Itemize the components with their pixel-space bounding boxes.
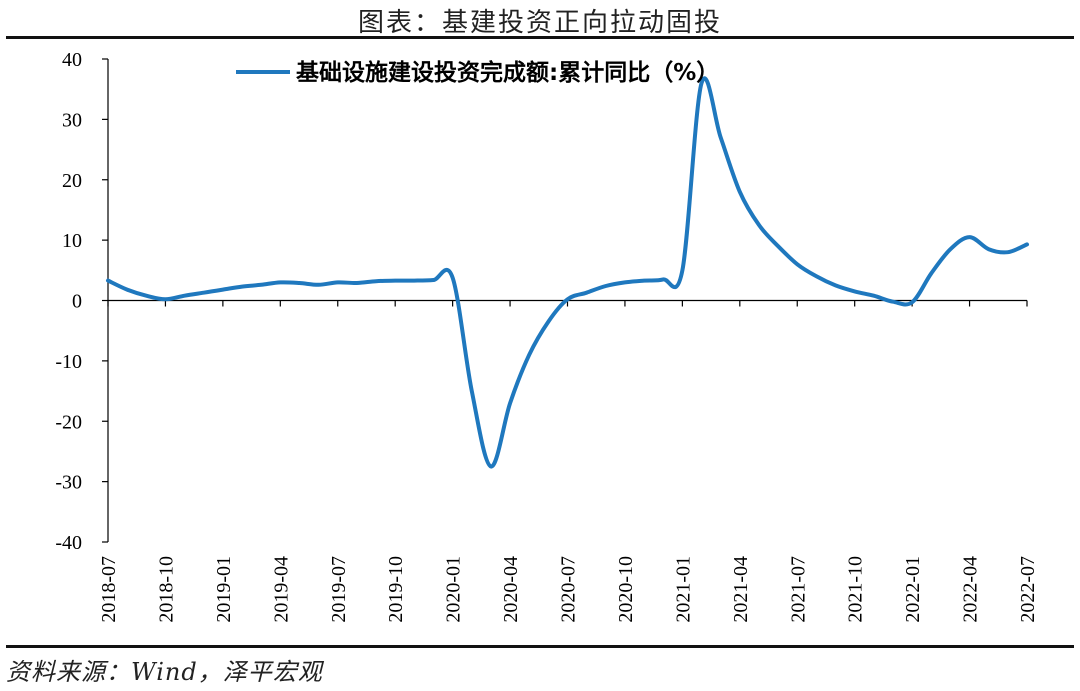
y-tick-label: 40	[62, 49, 82, 71]
x-tick-label: 2019-04	[270, 556, 292, 623]
top-rule	[6, 36, 1074, 39]
y-tick-label: 20	[62, 170, 82, 192]
x-tick-label: 2022-04	[960, 556, 982, 623]
x-tick-label: 2018-10	[155, 556, 177, 623]
x-tick-label: 2021-01	[672, 556, 694, 623]
x-tick-label: 2019-10	[385, 556, 407, 623]
y-tick-label: 10	[62, 230, 82, 252]
x-tick-label: 2022-01	[902, 556, 924, 623]
x-tick-label: 2020-07	[558, 556, 580, 623]
x-tick-label: 2020-01	[443, 556, 465, 623]
legend: 基础设施建设投资完成额:累计同比（%）	[236, 59, 719, 86]
x-tick-labels: 2018-07 2018-10 2019-01 2019-04 2019-07 2019-…	[98, 556, 1039, 623]
x-tick-label: 2022-07	[1017, 556, 1039, 623]
y-tick-label: -20	[55, 411, 82, 433]
x-tick-label: 2021-07	[787, 556, 809, 623]
figure-title: 图表：基建投资正向拉动固投	[357, 8, 722, 38]
series-layer	[106, 76, 1029, 469]
x-tick-label: 2021-04	[730, 556, 752, 623]
x-tick-label: 2020-10	[615, 556, 637, 623]
legend-label: 基础设施建设投资完成额:累计同比（%）	[296, 59, 719, 86]
y-tick-label: 30	[62, 109, 82, 131]
y-tick-label: 0	[72, 291, 82, 313]
bottom-rule	[6, 645, 1074, 648]
y-tick-label: -40	[55, 532, 82, 554]
x-tick-label: 2019-01	[213, 556, 235, 623]
x-tick-label: 2019-07	[328, 556, 350, 623]
x-tick-label: 2020-04	[500, 556, 522, 623]
series-line-infrastructure	[106, 76, 1029, 469]
y-tick-labels: 40 30 20 10 0 -10 -20 -30 -40	[55, 49, 82, 554]
y-tick-label: -30	[55, 472, 82, 494]
y-tick-label: -10	[55, 351, 82, 373]
x-tick-label: 2018-07	[98, 556, 120, 623]
x-tick-label: 2021-10	[845, 556, 867, 623]
source-note: 资料来源：Wind，泽平宏观	[6, 658, 323, 686]
